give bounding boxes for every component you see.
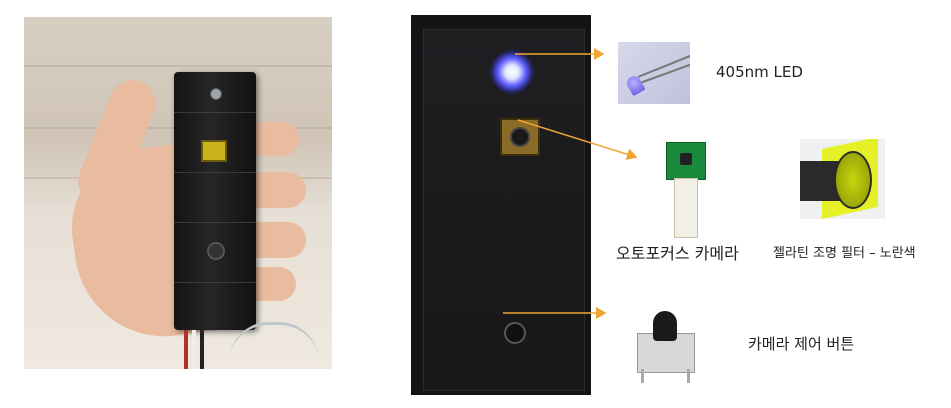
tactile-button-image	[625, 303, 705, 385]
wall-seam	[24, 65, 332, 67]
camera-pcb	[666, 142, 706, 180]
led-component-image	[618, 42, 690, 104]
led-glow	[490, 50, 534, 94]
led-bulb-icon	[624, 73, 646, 97]
wire	[200, 330, 204, 369]
button-cap	[653, 311, 677, 341]
wire	[192, 330, 196, 369]
tape-edge	[174, 112, 256, 113]
camera-ribbon-cable	[674, 178, 698, 238]
board-closeup-photo	[411, 15, 591, 395]
tape-edge	[174, 282, 256, 283]
device-housing	[174, 72, 256, 330]
camera-sensor-icon	[680, 153, 692, 165]
button-pin	[641, 369, 644, 383]
ribbon-cable	[229, 322, 319, 369]
button-pin	[687, 369, 690, 383]
tape-edge	[174, 172, 256, 173]
wire	[184, 330, 188, 369]
filter-label: 젤라틴 조명 필터 – 노란색	[773, 246, 916, 261]
control-button-hole	[504, 322, 526, 344]
device-button	[207, 242, 225, 260]
handheld-device-photo	[24, 17, 332, 369]
camera-module-image	[654, 140, 716, 238]
camera-label: 오토포커스 카메라	[616, 244, 739, 263]
camera-lens-icon	[510, 127, 530, 147]
device-board	[423, 29, 585, 391]
arrow-camera	[517, 119, 638, 161]
tape-edge	[174, 222, 256, 223]
reflector-dish	[834, 151, 872, 209]
device-camera	[201, 140, 227, 162]
button-label: 카메라 제어 버튼	[748, 335, 855, 353]
filter-component-image	[800, 139, 885, 219]
led-label: 405nm LED	[716, 63, 803, 81]
device-led	[210, 88, 222, 100]
